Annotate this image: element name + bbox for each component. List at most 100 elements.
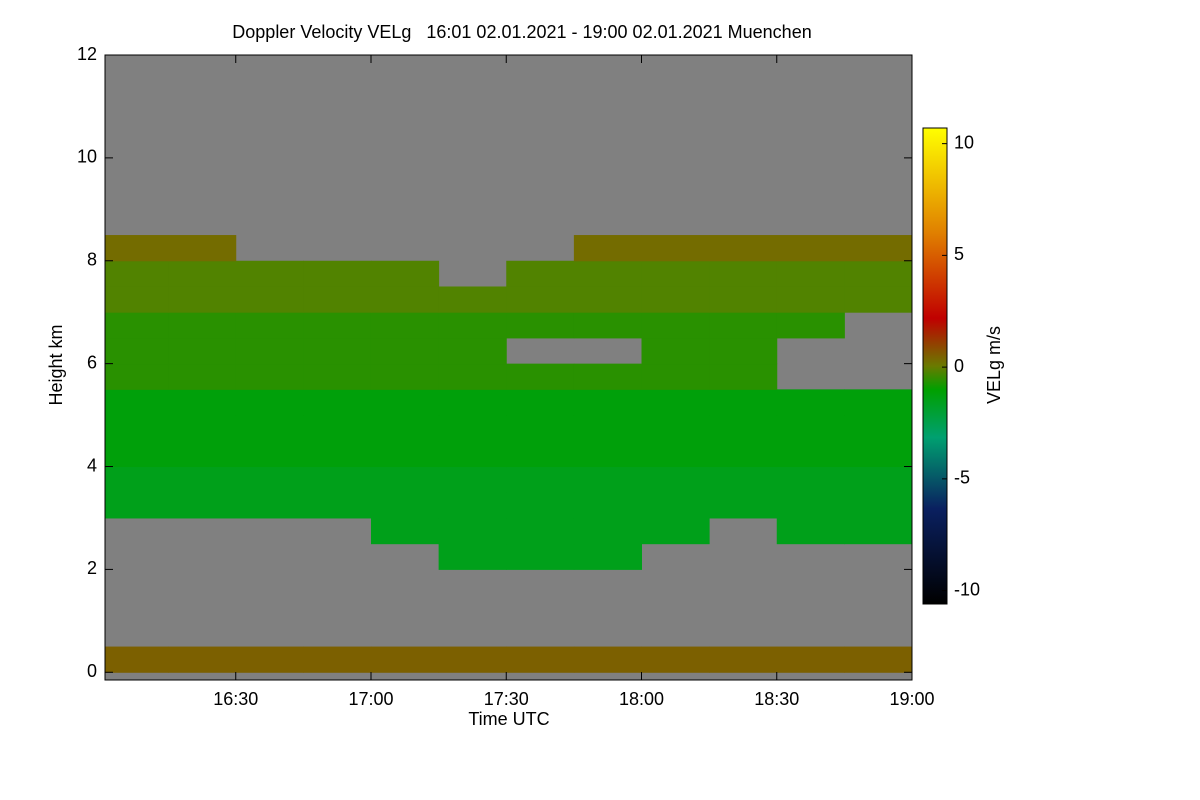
plot-frame xyxy=(104,54,913,681)
heatmap-cell xyxy=(641,440,710,468)
heatmap-cell xyxy=(506,286,575,313)
heatmap-cell xyxy=(776,492,845,519)
heatmap-cell xyxy=(168,363,237,390)
heatmap-cell xyxy=(105,492,169,519)
heatmap-cell xyxy=(844,646,913,673)
heatmap-cell xyxy=(235,363,304,390)
heatmap-cell xyxy=(709,646,778,673)
heatmap-cell xyxy=(370,440,440,468)
heatmap-cell xyxy=(235,312,304,339)
colorbar-tick-label: 0 xyxy=(954,356,964,376)
heatmap-cell xyxy=(506,517,575,545)
heatmap-cell xyxy=(168,312,237,339)
heatmap-cell xyxy=(235,286,304,313)
y-axis-label: Height km xyxy=(46,324,66,405)
heatmap-cell xyxy=(641,337,710,365)
heatmap-cell xyxy=(235,389,304,416)
heatmap-cell xyxy=(168,492,237,519)
heatmap-cell xyxy=(168,440,237,468)
heatmap-cell xyxy=(709,492,778,519)
heatmap-cell xyxy=(573,415,642,442)
heatmap-cell xyxy=(370,312,440,339)
chart-title: Doppler Velocity VELg 16:01 02.01.2021 -… xyxy=(232,22,811,42)
heatmap-cell xyxy=(709,415,778,442)
heatmap-cell xyxy=(168,337,237,365)
heatmap-cell xyxy=(641,286,710,313)
heatmap-cell xyxy=(168,389,237,416)
heatmap-cell xyxy=(438,646,507,673)
heatmap-cell xyxy=(105,363,169,390)
heatmap-cell xyxy=(105,286,169,313)
heatmap-cell xyxy=(641,466,710,493)
colorbar-tick-label: 10 xyxy=(954,132,974,152)
heatmap-cell xyxy=(506,466,575,493)
colorbar-tick-label: -5 xyxy=(954,468,970,488)
heatmap-cell xyxy=(573,286,642,313)
heatmap-cell xyxy=(506,646,575,673)
heatmap-cell xyxy=(844,389,913,416)
heatmap-cell xyxy=(438,415,507,442)
heatmap-cell xyxy=(168,415,237,442)
heatmap-cell xyxy=(709,260,778,287)
heatmap-cell xyxy=(844,466,913,493)
heatmap-cell xyxy=(844,415,913,442)
heatmap-cell xyxy=(105,312,169,339)
heatmap-cell xyxy=(844,440,913,468)
y-tick-label: 12 xyxy=(77,44,97,64)
heatmap-cell xyxy=(303,492,372,519)
x-tick-label: 17:00 xyxy=(348,689,393,709)
y-tick-label: 0 xyxy=(87,661,97,681)
heatmap-cell xyxy=(844,286,913,313)
heatmap-cell xyxy=(438,492,507,519)
heatmap-cell xyxy=(776,286,845,313)
heatmap-cell xyxy=(844,235,913,262)
heatmap-cell xyxy=(709,363,778,390)
heatmap-cell xyxy=(168,286,237,313)
heatmap-cell xyxy=(573,389,642,416)
heatmap-cell xyxy=(506,543,575,570)
heatmap-cell xyxy=(709,286,778,313)
heatmap-cell xyxy=(303,260,372,287)
heatmap-cell xyxy=(438,543,507,570)
heatmap-cell xyxy=(303,415,372,442)
heatmap-cell xyxy=(303,337,372,365)
heatmap-cell xyxy=(641,646,710,673)
heatmap-cell xyxy=(168,260,237,287)
y-tick-label: 8 xyxy=(87,250,97,270)
heatmap-cell xyxy=(105,440,169,468)
heatmap-cell xyxy=(776,646,845,673)
heatmap-cell xyxy=(573,646,642,673)
heatmap-cell xyxy=(303,363,372,390)
heatmap-cell xyxy=(709,235,778,262)
heatmap-cell xyxy=(303,286,372,313)
y-tick-label: 2 xyxy=(87,558,97,578)
heatmap-cell xyxy=(105,260,169,287)
heatmap-cell xyxy=(105,646,169,673)
heatmap-cell xyxy=(235,646,304,673)
heatmap-cell xyxy=(709,337,778,365)
heatmap-cell xyxy=(709,312,778,339)
heatmap-cell xyxy=(303,389,372,416)
heatmap-cell xyxy=(844,492,913,519)
heatmap-cell xyxy=(573,543,642,570)
heatmap-cell xyxy=(709,466,778,493)
heatmap-cell xyxy=(105,337,169,365)
heatmap-cell xyxy=(370,646,440,673)
heatmap-cell xyxy=(506,260,575,287)
heatmap-cell xyxy=(105,235,169,262)
heatmap-cell xyxy=(506,363,575,390)
heatmap-cell xyxy=(168,235,237,262)
heatmap-cell xyxy=(573,517,642,545)
heatmap-cell xyxy=(844,517,913,545)
heatmap-cell xyxy=(776,235,845,262)
colorbar-tick-label: 5 xyxy=(954,244,964,264)
x-tick-label: 16:30 xyxy=(213,689,258,709)
heatmap-cell xyxy=(506,440,575,468)
heatmap-cell xyxy=(370,466,440,493)
heatmap-cell xyxy=(438,337,507,365)
heatmap-cell xyxy=(370,337,440,365)
heatmap-cell xyxy=(506,492,575,519)
heatmap-cell xyxy=(776,440,845,468)
heatmap-cell xyxy=(168,466,237,493)
